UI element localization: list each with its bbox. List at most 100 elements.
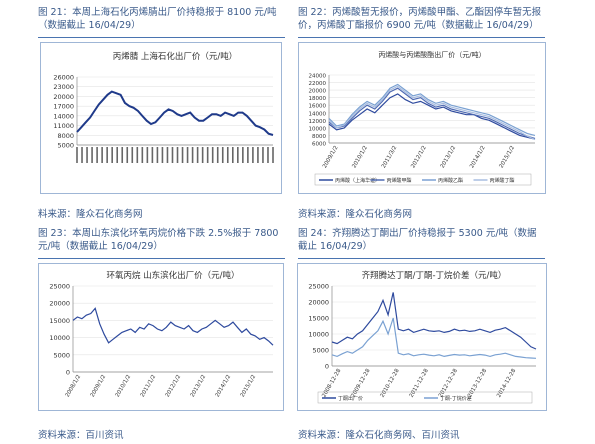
y-tick-label: 24000 [309, 74, 327, 80]
y-tick-label: 20000 [53, 93, 74, 101]
x-tick-mark [111, 147, 113, 163]
x-tick-label: 2015/1/2 [240, 374, 258, 398]
chart-title: 环氧丙烷 山东滨化出厂价（元/吨） [106, 270, 239, 281]
x-tick-label: 2009-12-28 [350, 368, 371, 399]
figure-23-source: 资料来源：百川资讯 [38, 430, 124, 441]
figure-23-chart: 环氧丙烷 山东滨化出厂价（元/吨） 25000 20000 15000 10000 500… [38, 263, 284, 411]
x-tick-mark [81, 147, 83, 163]
x-tick-label: 2012-12-28 [438, 368, 459, 399]
y-tick-label: 0 [66, 369, 70, 377]
x-tick-mark [242, 147, 244, 163]
legend-label: 丙烯酸丁酯 [490, 177, 515, 184]
x-tick-mark [146, 147, 149, 163]
y-tick-label: 18000 [309, 96, 327, 102]
figure-24-rule [298, 258, 545, 259]
legend-label: 丁酮-丁烷价差 [440, 395, 472, 402]
y-tick-label: 0 [325, 363, 329, 371]
figure-21-chart: 丙烯腈 上海石化出厂价（元/吨） 26000 23000 20000 17000 1400… [40, 42, 282, 194]
x-tick-label: 2010-12-28 [380, 368, 401, 399]
series-line [328, 83, 536, 136]
x-tick-label: 2014/1/2 [469, 145, 487, 169]
y-tick-label: 20000 [308, 299, 329, 307]
figure-22-rule [298, 37, 545, 38]
y-tick-label: 25000 [308, 283, 329, 291]
legend-box [314, 173, 532, 186]
x-tick-label: 2008-12-28 [321, 368, 342, 399]
x-tick-mark [91, 147, 93, 163]
x-tick-label: 2009/1/2 [90, 374, 108, 398]
y-tick-label: 5000 [312, 347, 329, 355]
x-tick-mark [257, 147, 259, 163]
x-tick-mark [106, 147, 108, 163]
x-tick-mark [151, 147, 154, 163]
series-line [331, 292, 537, 350]
y-tick-label: 5000 [53, 351, 70, 359]
x-tick-mark [201, 147, 204, 163]
x-tick-label: 2011-12-28 [409, 368, 430, 399]
x-tick-mark [76, 147, 78, 163]
series-line [72, 307, 274, 346]
series-line [328, 85, 536, 141]
y-tick-label: 11000 [53, 122, 74, 130]
x-tick-label: 2011/3/2 [381, 145, 399, 169]
y-tick-label: 12000 [309, 119, 327, 125]
x-tick-mark [171, 147, 174, 163]
series-line [331, 317, 537, 359]
x-tick-mark [166, 147, 169, 163]
x-tick-mark [211, 147, 214, 163]
x-tick-mark [96, 147, 98, 163]
y-tick-label: 14000 [309, 111, 327, 117]
y-tick-label: 5000 [57, 142, 74, 150]
x-tick-mark [116, 147, 119, 163]
y-tick-label: 10000 [308, 331, 329, 339]
figure-24-caption: 图 24：齐翔腾达丁酮出厂价持稳报于 5300 元/吨（数据截止 16/04/2… [298, 228, 537, 252]
x-tick-mark [267, 147, 269, 163]
series-line [328, 87, 536, 140]
figure-22-source: 资料来源：隆众石化商务网 [298, 209, 413, 220]
series-line [328, 93, 536, 140]
x-tick-label: 2014-12-28 [496, 368, 517, 399]
chart-title: 齐翔腾达丁酮/丁酮-丁烷价差（元/吨） [362, 270, 507, 281]
x-tick-mark [156, 147, 159, 163]
x-tick-mark [221, 147, 224, 163]
x-tick-label: 2010/1/2 [351, 145, 369, 169]
x-tick-label: 2014/1/2 [215, 374, 233, 398]
figure-23-rule [38, 258, 285, 259]
figure-24-source: 资料来源：隆众石化商务网、百川资讯 [298, 430, 460, 441]
x-tick-mark [86, 147, 88, 163]
x-tick-mark [136, 147, 139, 163]
y-tick-label: 26000 [53, 74, 74, 82]
y-tick-label: 16000 [309, 104, 327, 110]
x-tick-label: 2010/1/2 [115, 374, 133, 398]
x-tick-mark [131, 147, 134, 163]
x-tick-mark [196, 147, 199, 163]
y-tick-label: 10000 [309, 126, 327, 132]
figure-21-caption: 图 21：本周上海石化丙烯腈出厂价持稳报于 8100 元/吨（数据截止 16/0… [38, 7, 277, 31]
y-tick-label: 20000 [309, 89, 327, 95]
series-line [76, 90, 274, 136]
x-tick-label: 2011/1/2 [140, 374, 158, 398]
y-tick-label: 23000 [53, 83, 74, 91]
x-tick-mark [216, 147, 219, 163]
x-tick-label: 2015/1/2 [499, 145, 517, 169]
x-tick-mark [226, 147, 229, 163]
y-tick-label: 17000 [53, 103, 74, 111]
x-tick-mark [101, 147, 103, 163]
figure-21-source: 料来源：隆众石化商务网 [38, 209, 143, 220]
figure-23-caption: 图 23：本周山东滨化环氧丙烷价格下跌 2.5%报于 7800 元/吨（数据截止… [38, 228, 279, 252]
x-tick-mark [126, 147, 129, 163]
legend-box [317, 391, 533, 404]
x-tick-mark [191, 147, 194, 163]
x-tick-label: 2012/1/2 [410, 145, 428, 169]
y-tick-label: 6000 [312, 142, 326, 148]
figure-24-chart: 齐翔腾达丁酮/丁酮-丁烷价差（元/吨） 25000 20000 15000 10000 5… [297, 263, 547, 411]
legend-label: 丙烯酸甲酯 [387, 177, 412, 184]
y-tick-label: 15000 [308, 315, 329, 323]
y-tick-label: 8000 [312, 134, 326, 140]
chart-title: 丙烯酸与丙烯酸酯出厂价（元/吨） [378, 50, 485, 59]
x-tick-mark [186, 147, 189, 163]
legend-label: 丙烯酸（上海华谊） [335, 177, 380, 184]
x-tick-mark [206, 147, 209, 163]
x-tick-mark [272, 147, 274, 163]
x-tick-mark [161, 147, 164, 163]
